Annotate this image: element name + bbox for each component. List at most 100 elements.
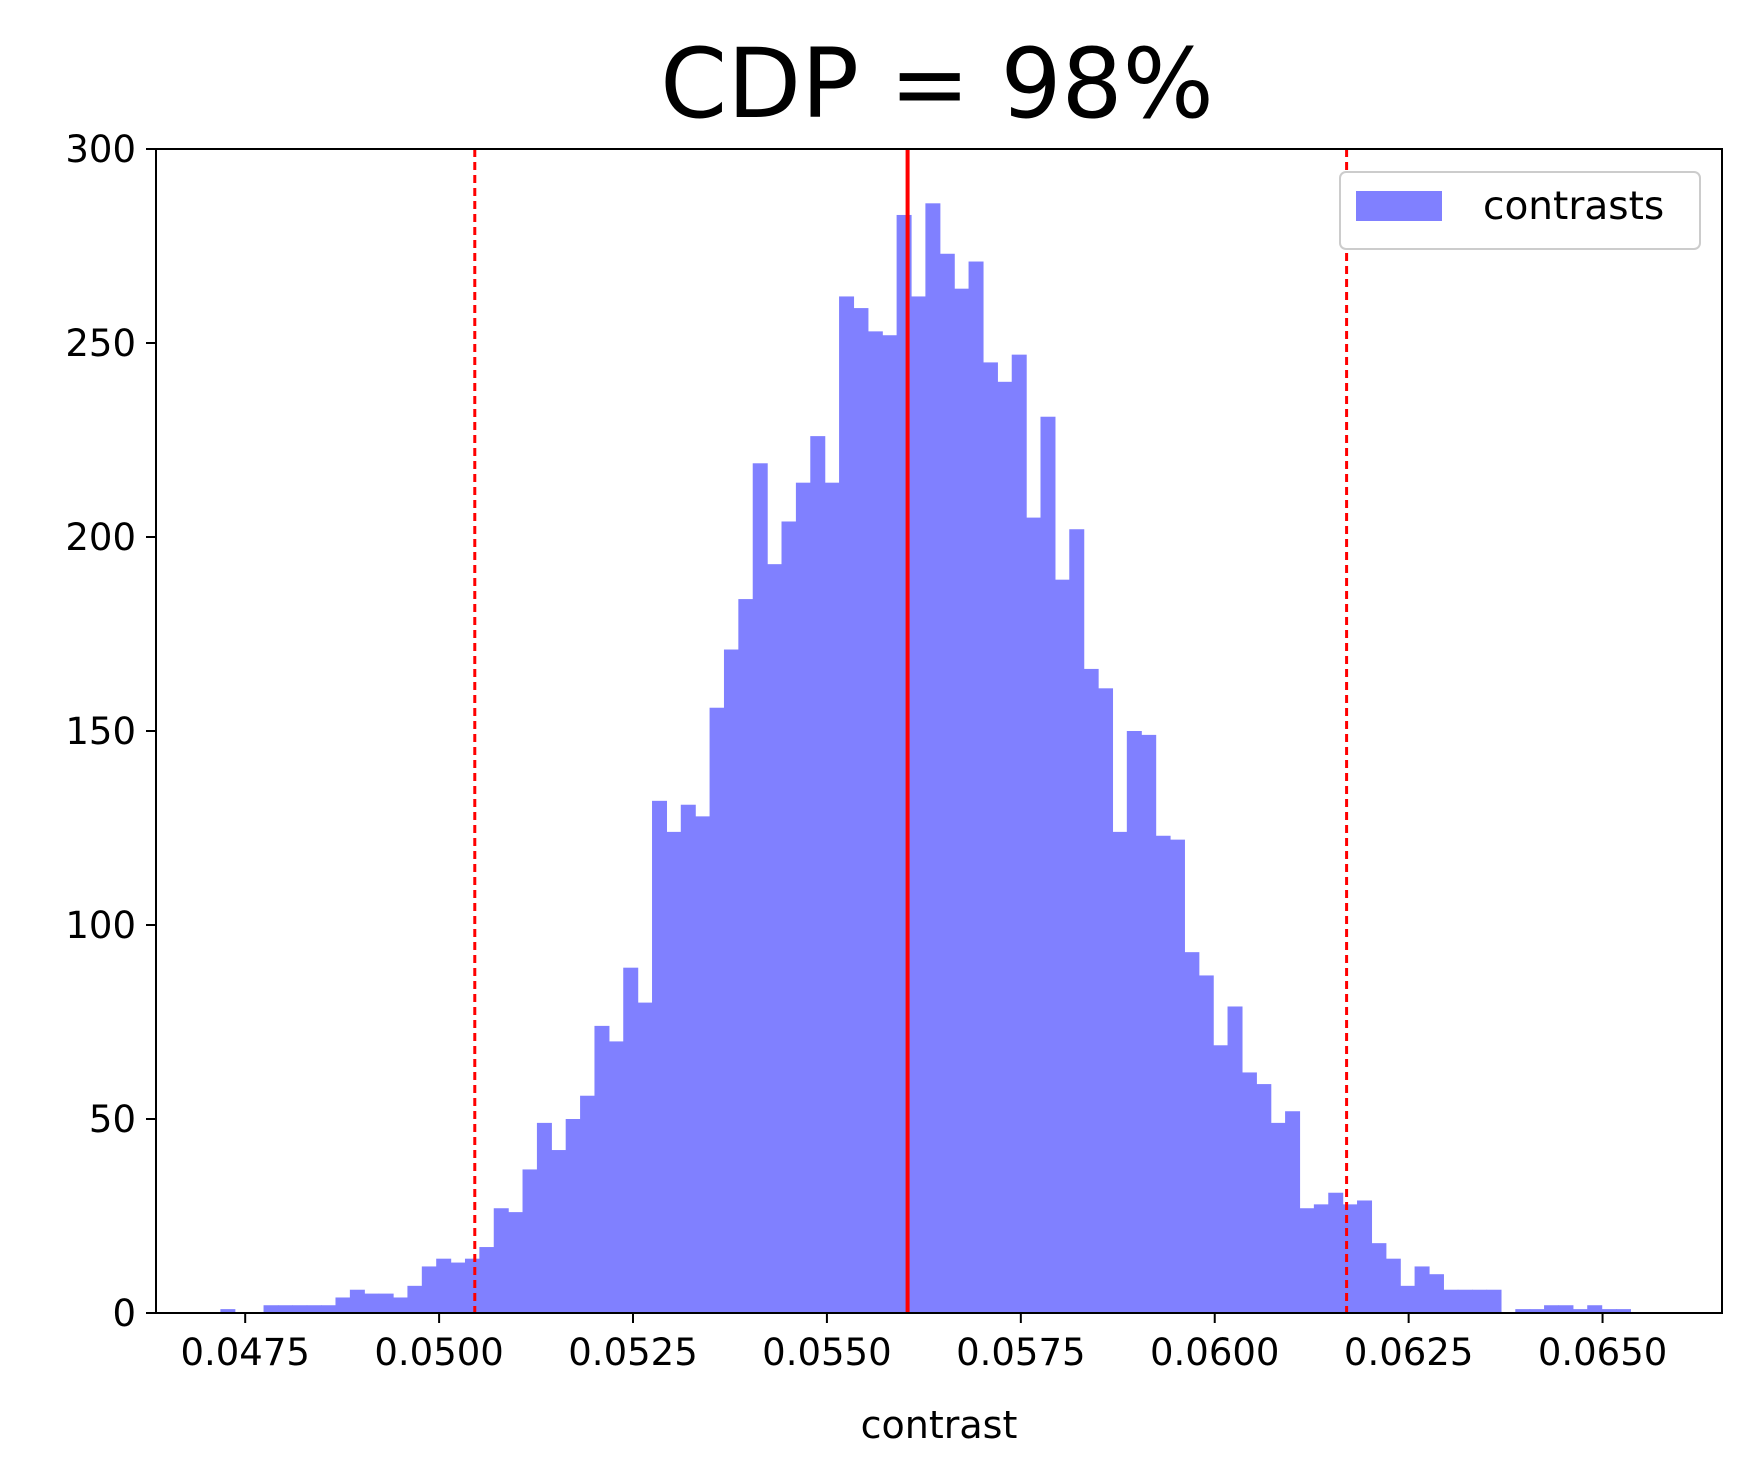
histogram-bar (1241, 1072, 1257, 1313)
bars-group (220, 203, 1631, 1314)
histogram-bar (364, 1293, 380, 1313)
histogram-bar (652, 800, 668, 1313)
x-tick-label: 0.0550 (762, 1331, 891, 1374)
histogram-bar (479, 1247, 495, 1313)
histogram-bar (1069, 529, 1085, 1313)
histogram-bar (1544, 1305, 1560, 1313)
histogram-bar (1299, 1208, 1315, 1313)
histogram-bar (1098, 688, 1114, 1313)
x-tick-label: 0.0600 (1150, 1331, 1279, 1374)
histogram-bar (982, 362, 998, 1313)
histogram-bar (911, 296, 926, 1313)
histogram-bar (882, 335, 898, 1313)
histogram-bar (1616, 1309, 1631, 1313)
histogram-bar (723, 649, 739, 1313)
y-axis: 0 50 100 150 200 250 300 (65, 128, 156, 1335)
histogram-bar (335, 1297, 351, 1313)
x-tick-label: 0.0625 (1344, 1331, 1473, 1374)
histogram-bar (608, 1041, 624, 1313)
histogram-bar (1011, 354, 1027, 1313)
histogram-bar (421, 1266, 437, 1313)
histogram-bar (1141, 734, 1157, 1313)
y-tick-label: 100 (65, 904, 136, 947)
histogram-bar (623, 967, 639, 1313)
histogram-bar (1083, 668, 1099, 1313)
histogram-bar (407, 1285, 423, 1313)
histogram-bar (1169, 839, 1185, 1313)
y-tick-label: 250 (65, 322, 136, 365)
histogram-bar (292, 1305, 308, 1313)
histogram-bar (1054, 579, 1070, 1313)
x-tick-label: 0.0650 (1538, 1331, 1667, 1374)
x-tick-label: 0.0525 (568, 1331, 697, 1374)
reference-lines (473, 149, 1349, 1313)
histogram-bar (565, 1119, 581, 1313)
histogram-bar (1328, 1192, 1344, 1313)
histogram-bar (594, 1025, 610, 1313)
histogram-bar (637, 1002, 653, 1313)
histogram-bar (738, 599, 754, 1313)
histogram-bar (1126, 731, 1142, 1313)
histogram-bar (493, 1208, 509, 1313)
histogram-bar (378, 1293, 394, 1313)
histogram-bar (795, 482, 811, 1313)
histogram-bar (1198, 975, 1214, 1313)
histogram-bar (709, 707, 725, 1313)
histogram-bar (695, 816, 711, 1313)
histogram-bar (968, 261, 984, 1313)
y-tick-label: 300 (65, 128, 136, 171)
legend-label: contrasts (1483, 184, 1664, 229)
histogram-bar (1270, 1122, 1286, 1313)
histogram-bar (349, 1289, 365, 1313)
histogram-bar (263, 1305, 279, 1313)
histogram-bar (580, 1095, 596, 1313)
y-tick-label: 0 (112, 1292, 136, 1335)
histogram-bar (450, 1262, 466, 1313)
histogram-bar (1428, 1274, 1444, 1313)
histogram-bar (551, 1150, 567, 1313)
histogram-bar (1472, 1289, 1488, 1313)
histogram-bar (1572, 1309, 1588, 1313)
histogram-bar (1385, 1258, 1401, 1313)
histogram-bar (752, 463, 768, 1313)
histogram-bar (781, 521, 797, 1313)
histogram-bar (824, 482, 840, 1313)
histogram-bar (436, 1258, 452, 1313)
histogram-bar (1371, 1243, 1387, 1313)
histogram-bar (1515, 1309, 1531, 1313)
histogram-bar (997, 381, 1013, 1313)
histogram-bar (1357, 1200, 1373, 1313)
histogram-bar (1400, 1285, 1416, 1313)
histogram-bar (1457, 1289, 1473, 1313)
histogram-bar (1558, 1305, 1574, 1313)
histogram-bar (1414, 1266, 1430, 1313)
y-tick-label: 150 (65, 710, 136, 753)
x-axis: 0.0475 0.0500 0.0525 0.0550 0.0575 0.0600 0.06… (180, 1313, 1667, 1374)
legend: contrasts (1339, 171, 1701, 250)
histogram-bar (522, 1169, 538, 1313)
histogram-bar (1285, 1111, 1301, 1313)
histogram-bar (839, 296, 855, 1313)
histogram-bar (1601, 1309, 1617, 1313)
y-tick-label: 50 (89, 1098, 136, 1141)
histogram-bar (321, 1305, 337, 1313)
histogram-bar (306, 1305, 322, 1313)
histogram-bar (853, 308, 869, 1314)
histogram-bar (939, 253, 955, 1313)
x-tick-label: 0.0500 (374, 1331, 503, 1374)
histogram-bar (810, 436, 826, 1313)
histogram-bar (1342, 1204, 1358, 1313)
x-tick-label: 0.0475 (180, 1331, 309, 1374)
histogram-bar (1112, 831, 1128, 1313)
histogram-bar (680, 804, 696, 1313)
histogram-bar (1587, 1305, 1603, 1313)
histogram-bar (1529, 1309, 1545, 1313)
x-tick-label: 0.0575 (956, 1331, 1085, 1374)
histogram-bar (464, 1258, 480, 1313)
histogram-bar (393, 1297, 409, 1313)
histogram-bar (867, 331, 883, 1313)
histogram-bar (767, 564, 783, 1313)
histogram-bar (1040, 416, 1056, 1314)
histogram-bar (1026, 517, 1042, 1313)
